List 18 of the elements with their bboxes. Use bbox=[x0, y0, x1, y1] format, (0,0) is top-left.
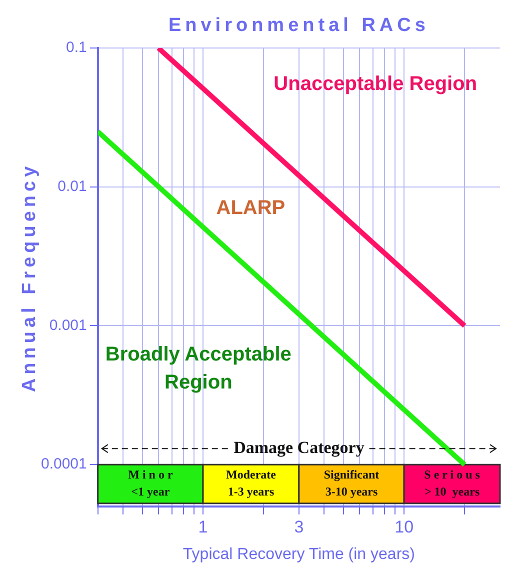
y-tick-label: 0.01 bbox=[58, 178, 87, 196]
x-tick-label: 3 bbox=[294, 517, 304, 536]
band-label: M i n o r <1 year bbox=[128, 468, 174, 499]
annotation: Broadly Acceptable Region bbox=[105, 343, 292, 394]
y-tick-label: 0.1 bbox=[66, 39, 87, 56]
chart-title: Environmental RACs bbox=[168, 15, 430, 36]
x-tick-label: 10 bbox=[394, 517, 414, 536]
y-tick-label: 0.001 bbox=[49, 316, 87, 334]
band-label: S e r i o u s > 10 years bbox=[424, 468, 480, 499]
y-tick-label: 0.0001 bbox=[40, 456, 87, 473]
band-label: Moderate 1-3 years bbox=[226, 468, 277, 499]
x-axis-title: Typical Recovery Time (in years) bbox=[182, 546, 415, 563]
annotation: ALARP bbox=[216, 196, 286, 219]
band-label: Significant 3-10 years bbox=[324, 468, 380, 499]
annotation: Damage Category bbox=[234, 438, 365, 457]
annotation: Unacceptable Region bbox=[274, 73, 478, 96]
y-axis-title: Annual Frequency bbox=[19, 162, 40, 392]
x-tick-label: 1 bbox=[198, 517, 208, 536]
